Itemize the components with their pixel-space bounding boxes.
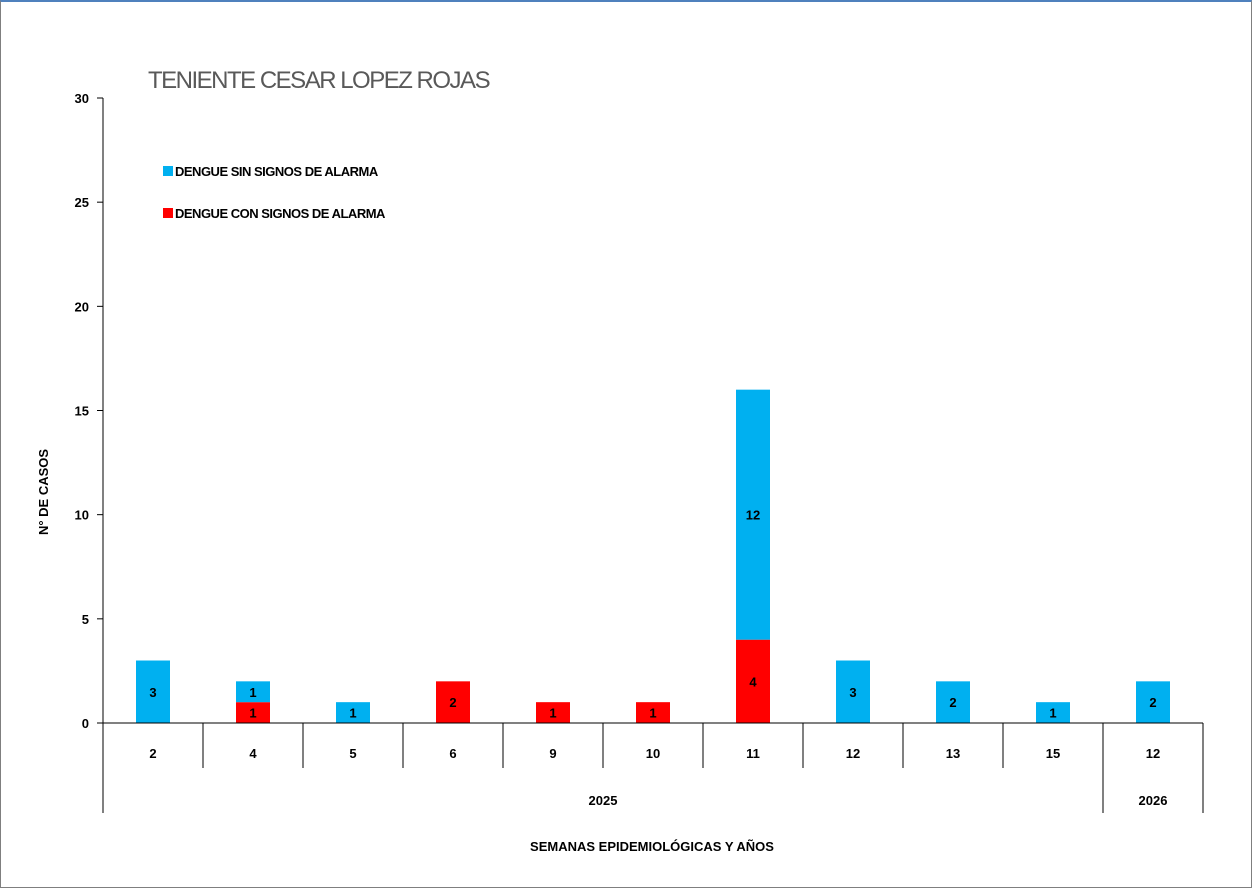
data-label: 1: [249, 706, 256, 721]
chart-title: TENIENTE CESAR LOPEZ ROJAS: [148, 67, 490, 94]
x-tick-label: 9: [549, 746, 556, 761]
y-tick-label: 15: [75, 404, 89, 419]
y-tick-label: 25: [75, 195, 89, 210]
y-tick-label: 0: [82, 716, 89, 731]
data-label: 1: [1049, 706, 1056, 721]
bar-segment: [936, 681, 970, 723]
legend: DENGUE SIN SIGNOS DE ALARMA DENGUE CON SI…: [163, 164, 387, 221]
bar-segment: [736, 639, 770, 723]
data-label: 12: [746, 508, 760, 523]
x-group-label: 2026: [1139, 793, 1168, 808]
x-tick-label: 12: [1146, 746, 1160, 761]
bar-segment: [336, 702, 370, 723]
bar-segment: [836, 660, 870, 723]
legend-label: DENGUE SIN SIGNOS DE ALARMA: [175, 164, 379, 179]
x-tick-label: 11: [746, 746, 760, 761]
x-tick-label: 12: [846, 746, 860, 761]
data-label: 2: [449, 695, 456, 710]
x-axis-title: SEMANAS EPIDEMIOLÓGICAS Y AÑOS: [530, 839, 774, 854]
y-tick-label: 5: [82, 612, 89, 627]
legend-swatch: [163, 208, 173, 218]
bar-segment: [1036, 702, 1070, 723]
bar-segment: [636, 702, 670, 723]
x-tick-label: 6: [449, 746, 456, 761]
x-tick-label: 15: [1046, 746, 1060, 761]
y-tick-label: 10: [75, 508, 89, 523]
data-label: 1: [349, 706, 356, 721]
data-label: 3: [849, 685, 856, 700]
data-label: 2: [949, 695, 956, 710]
bar-segment: [436, 681, 470, 723]
bar-segment: [736, 389, 770, 640]
data-label: 1: [549, 706, 556, 721]
bar-segment: [136, 660, 170, 723]
bar-segment: [236, 702, 270, 723]
x-group-label: 2025: [589, 793, 618, 808]
x-tick-label: 13: [946, 746, 960, 761]
legend-label: DENGUE CON SIGNOS DE ALARMA: [175, 206, 386, 221]
x-tick-label: 5: [349, 746, 356, 761]
x-tick-label: 10: [646, 746, 660, 761]
bar-segment: [1136, 681, 1170, 723]
legend-swatch: [163, 166, 173, 176]
data-label: 3: [149, 685, 156, 700]
data-label: 4: [749, 674, 757, 689]
data-label: 1: [649, 706, 656, 721]
y-tick-label: 20: [75, 299, 89, 314]
bar-segment: [236, 681, 270, 703]
x-tick-label: 4: [249, 746, 257, 761]
data-label: 2: [1149, 695, 1156, 710]
y-axis-title: N° DE CASOS: [36, 449, 51, 535]
x-axis: 2 4 5 6 9 10 11 12 13 15 12 2025 2026: [102, 722, 1204, 813]
x-tick-label: 2: [149, 746, 156, 761]
y-axis: 0 5 10 15 20 25 30: [75, 91, 104, 731]
y-tick-label: 30: [75, 91, 89, 106]
bar-segment: [536, 702, 570, 723]
data-label: 1: [249, 685, 256, 700]
